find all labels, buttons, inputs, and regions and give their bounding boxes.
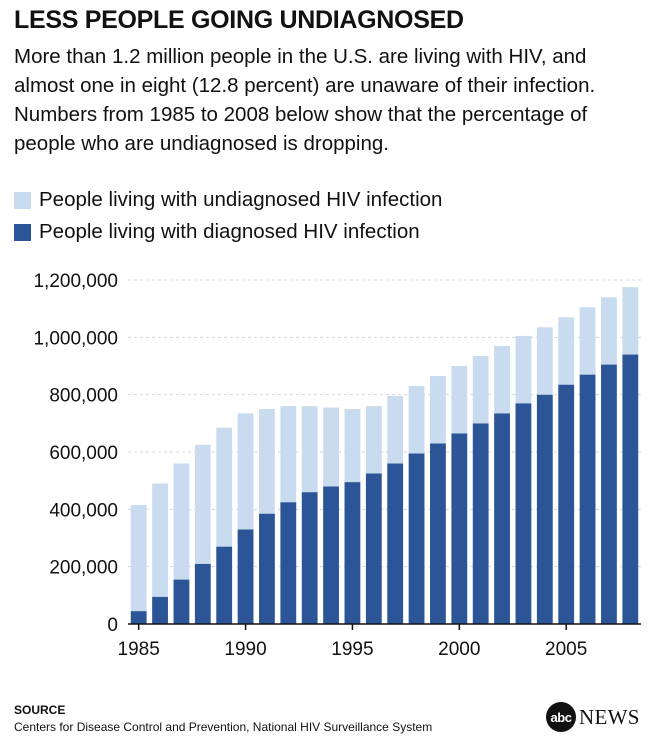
bar-diagnosed <box>152 596 168 624</box>
bar-diagnosed <box>622 354 639 624</box>
bar-undiagnosed <box>536 327 553 395</box>
legend: People living with undiagnosed HIV infec… <box>14 184 442 248</box>
x-tick-label: 1990 <box>224 639 266 660</box>
bar-undiagnosed <box>194 444 211 564</box>
news-wordmark: NEWS <box>579 704 640 729</box>
bar-undiagnosed <box>173 463 190 580</box>
bar-diagnosed <box>173 579 190 624</box>
bar-undiagnosed <box>280 406 297 503</box>
y-tick-label: 200,000 <box>49 558 118 579</box>
bar-diagnosed <box>430 443 446 624</box>
bar-diagnosed <box>237 529 254 624</box>
x-tick-label: 1985 <box>118 639 160 660</box>
y-tick-label: 800,000 <box>49 386 118 407</box>
bar-diagnosed <box>280 502 297 624</box>
bar-undiagnosed <box>515 335 532 404</box>
chart-title: LESS PEOPLE GOING UNDIAGNOSED <box>14 6 464 34</box>
bar-diagnosed <box>194 563 211 624</box>
bar-undiagnosed <box>130 505 147 612</box>
bar-undiagnosed <box>323 407 339 487</box>
bar-undiagnosed <box>451 366 468 434</box>
bar-undiagnosed <box>301 406 318 493</box>
bar-diagnosed <box>130 611 147 624</box>
legend-label-undiagnosed: People living with undiagnosed HIV infec… <box>39 188 443 211</box>
bar-diagnosed <box>558 384 575 624</box>
bar-undiagnosed <box>259 409 275 514</box>
bar-diagnosed <box>536 394 553 624</box>
stacked-bar-chart: 0 200,000 400,000 600,000 800,000 1,000,000 1,… <box>33 271 641 660</box>
bar-diagnosed <box>301 492 318 624</box>
bar-diagnosed <box>365 473 382 624</box>
bar-diagnosed <box>451 433 468 624</box>
bar-undiagnosed <box>408 386 425 454</box>
legend-item-diagnosed: People living with diagnosed HIV infecti… <box>14 216 442 248</box>
bar-undiagnosed <box>601 297 617 365</box>
bar-undiagnosed <box>237 413 254 530</box>
bar-diagnosed <box>601 364 617 624</box>
bar-diagnosed <box>408 453 425 624</box>
y-tick-label: 400,000 <box>49 500 118 521</box>
chart-subtitle: More than 1.2 million people in the U.S.… <box>14 45 596 155</box>
bar-undiagnosed <box>622 287 639 355</box>
y-tick-label: 1,200,000 <box>33 271 118 292</box>
legend-swatch-undiagnosed <box>14 191 31 209</box>
bar-diagnosed <box>579 374 596 624</box>
bar-diagnosed <box>216 546 233 624</box>
source-heading: SOURCE <box>14 703 66 717</box>
bar-undiagnosed <box>365 406 382 474</box>
bar-undiagnosed <box>152 483 168 597</box>
legend-label-diagnosed: People living with diagnosed HIV infecti… <box>39 220 420 243</box>
y-tick-label: 600,000 <box>49 443 118 464</box>
abc-news-logo: abc NEWS <box>546 702 640 732</box>
bar-diagnosed <box>387 463 404 624</box>
x-tick-label: 2000 <box>438 639 480 660</box>
bar-diagnosed <box>323 486 339 624</box>
bar-undiagnosed <box>558 317 575 385</box>
x-tick-label: 2005 <box>545 639 587 660</box>
bar-undiagnosed <box>472 355 489 424</box>
bar-diagnosed <box>494 413 510 624</box>
bar-undiagnosed <box>344 409 361 483</box>
bar-diagnosed <box>259 513 275 624</box>
source-text: Centers for Disease Control and Preventi… <box>14 720 433 734</box>
legend-swatch-diagnosed <box>14 223 31 241</box>
bar-undiagnosed <box>430 376 446 444</box>
bar-undiagnosed <box>494 345 510 414</box>
y-tick-label: 0 <box>107 615 118 636</box>
abc-logo-icon: abc <box>546 702 576 732</box>
bar-diagnosed <box>472 423 489 624</box>
bar-diagnosed <box>515 403 532 624</box>
x-tick-label: 1995 <box>331 639 373 660</box>
bar-diagnosed <box>344 482 361 624</box>
legend-item-undiagnosed: People living with undiagnosed HIV infec… <box>14 184 442 216</box>
bar-undiagnosed <box>579 307 596 375</box>
bar-undiagnosed <box>387 396 404 464</box>
bar-undiagnosed <box>216 427 233 547</box>
y-tick-label: 1,000,000 <box>33 328 118 349</box>
